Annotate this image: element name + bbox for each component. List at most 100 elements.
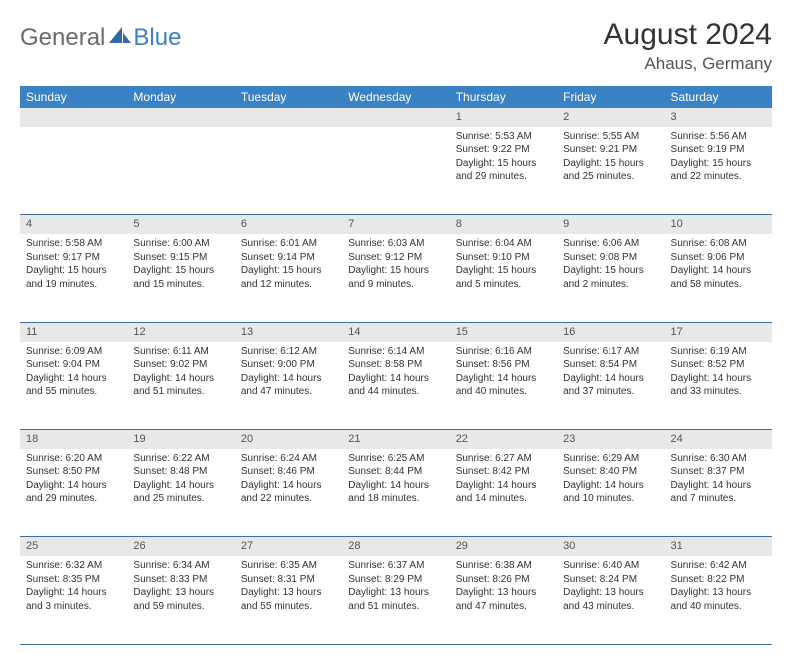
sunset-line: Sunset: 9:08 PM <box>563 251 658 265</box>
day-number-cell: 12 <box>127 322 234 341</box>
month-title: August 2024 <box>604 18 772 52</box>
daylight-line: Daylight: 14 hours and 18 minutes. <box>348 479 443 506</box>
day-content-row: Sunrise: 6:09 AMSunset: 9:04 PMDaylight:… <box>20 342 772 430</box>
daylight-line: Daylight: 14 hours and 10 minutes. <box>563 479 658 506</box>
day-cell: Sunrise: 5:53 AMSunset: 9:22 PMDaylight:… <box>450 127 557 215</box>
day-number-cell: 29 <box>450 537 557 556</box>
day-cell: Sunrise: 6:17 AMSunset: 8:54 PMDaylight:… <box>557 342 664 430</box>
daylight-line: Daylight: 14 hours and 29 minutes. <box>26 479 121 506</box>
daylight-line: Daylight: 13 hours and 40 minutes. <box>671 586 766 613</box>
day-content-row: Sunrise: 5:58 AMSunset: 9:17 PMDaylight:… <box>20 234 772 322</box>
daylight-line: Daylight: 13 hours and 51 minutes. <box>348 586 443 613</box>
day-number-cell: 23 <box>557 430 664 449</box>
sunrise-line: Sunrise: 6:03 AM <box>348 237 443 251</box>
daylight-line: Daylight: 13 hours and 59 minutes. <box>133 586 228 613</box>
sunrise-line: Sunrise: 6:42 AM <box>671 559 766 573</box>
sunrise-line: Sunrise: 6:17 AM <box>563 345 658 359</box>
day-cell: Sunrise: 6:00 AMSunset: 9:15 PMDaylight:… <box>127 234 234 322</box>
day-number-cell: 10 <box>665 215 772 234</box>
day-number-cell: 7 <box>342 215 449 234</box>
sunrise-line: Sunrise: 6:16 AM <box>456 345 551 359</box>
sunrise-line: Sunrise: 6:11 AM <box>133 345 228 359</box>
day-number-cell: 28 <box>342 537 449 556</box>
day-cell: Sunrise: 6:04 AMSunset: 9:10 PMDaylight:… <box>450 234 557 322</box>
title-block: August 2024 Ahaus, Germany <box>604 18 772 74</box>
day-cell: Sunrise: 6:35 AMSunset: 8:31 PMDaylight:… <box>235 556 342 644</box>
sunrise-line: Sunrise: 6:30 AM <box>671 452 766 466</box>
brand-sail-icon <box>109 26 131 49</box>
sunrise-line: Sunrise: 6:01 AM <box>241 237 336 251</box>
daylight-line: Daylight: 14 hours and 47 minutes. <box>241 372 336 399</box>
day-cell: Sunrise: 6:38 AMSunset: 8:26 PMDaylight:… <box>450 556 557 644</box>
day-header: Thursday <box>450 86 557 108</box>
day-number-cell: 13 <box>235 322 342 341</box>
day-number-cell <box>342 108 449 127</box>
day-number-row: 45678910 <box>20 215 772 234</box>
daylight-line: Daylight: 15 hours and 15 minutes. <box>133 264 228 291</box>
daylight-line: Daylight: 14 hours and 14 minutes. <box>456 479 551 506</box>
day-header: Wednesday <box>342 86 449 108</box>
sunset-line: Sunset: 9:21 PM <box>563 143 658 157</box>
daylight-line: Daylight: 14 hours and 55 minutes. <box>26 372 121 399</box>
day-header: Monday <box>127 86 234 108</box>
sunrise-line: Sunrise: 6:19 AM <box>671 345 766 359</box>
day-cell: Sunrise: 6:19 AMSunset: 8:52 PMDaylight:… <box>665 342 772 430</box>
sunrise-line: Sunrise: 6:20 AM <box>26 452 121 466</box>
daylight-line: Daylight: 14 hours and 40 minutes. <box>456 372 551 399</box>
daylight-line: Daylight: 15 hours and 5 minutes. <box>456 264 551 291</box>
sunrise-line: Sunrise: 6:38 AM <box>456 559 551 573</box>
day-cell: Sunrise: 6:42 AMSunset: 8:22 PMDaylight:… <box>665 556 772 644</box>
daylight-line: Daylight: 13 hours and 47 minutes. <box>456 586 551 613</box>
day-number-cell: 3 <box>665 108 772 127</box>
sunrise-line: Sunrise: 6:34 AM <box>133 559 228 573</box>
day-cell: Sunrise: 6:40 AMSunset: 8:24 PMDaylight:… <box>557 556 664 644</box>
day-cell: Sunrise: 6:01 AMSunset: 9:14 PMDaylight:… <box>235 234 342 322</box>
day-content-row: Sunrise: 6:32 AMSunset: 8:35 PMDaylight:… <box>20 556 772 644</box>
sunrise-line: Sunrise: 6:00 AM <box>133 237 228 251</box>
sunrise-line: Sunrise: 6:22 AM <box>133 452 228 466</box>
day-number-cell: 20 <box>235 430 342 449</box>
day-number-cell <box>235 108 342 127</box>
sunset-line: Sunset: 8:54 PM <box>563 358 658 372</box>
day-number-cell: 2 <box>557 108 664 127</box>
daylight-line: Daylight: 15 hours and 19 minutes. <box>26 264 121 291</box>
sunset-line: Sunset: 9:17 PM <box>26 251 121 265</box>
day-number-cell: 14 <box>342 322 449 341</box>
day-number-cell: 24 <box>665 430 772 449</box>
day-cell: Sunrise: 5:55 AMSunset: 9:21 PMDaylight:… <box>557 127 664 215</box>
sunset-line: Sunset: 9:06 PM <box>671 251 766 265</box>
brand-logo: General Blue <box>20 24 181 52</box>
day-cell: Sunrise: 6:03 AMSunset: 9:12 PMDaylight:… <box>342 234 449 322</box>
day-number-cell: 17 <box>665 322 772 341</box>
day-number-cell: 31 <box>665 537 772 556</box>
day-cell: Sunrise: 6:29 AMSunset: 8:40 PMDaylight:… <box>557 449 664 537</box>
day-cell: Sunrise: 6:30 AMSunset: 8:37 PMDaylight:… <box>665 449 772 537</box>
daylight-line: Daylight: 15 hours and 29 minutes. <box>456 157 551 184</box>
day-content-row: Sunrise: 6:20 AMSunset: 8:50 PMDaylight:… <box>20 449 772 537</box>
sunrise-line: Sunrise: 5:56 AM <box>671 130 766 144</box>
day-cell: Sunrise: 6:24 AMSunset: 8:46 PMDaylight:… <box>235 449 342 537</box>
sunset-line: Sunset: 9:19 PM <box>671 143 766 157</box>
day-number-cell: 30 <box>557 537 664 556</box>
sunset-line: Sunset: 8:31 PM <box>241 573 336 587</box>
sunset-line: Sunset: 9:14 PM <box>241 251 336 265</box>
day-number-cell: 22 <box>450 430 557 449</box>
daylight-line: Daylight: 14 hours and 58 minutes. <box>671 264 766 291</box>
day-cell: Sunrise: 6:16 AMSunset: 8:56 PMDaylight:… <box>450 342 557 430</box>
day-cell <box>235 127 342 215</box>
day-number-cell: 19 <box>127 430 234 449</box>
day-number-row: 25262728293031 <box>20 537 772 556</box>
sunset-line: Sunset: 8:42 PM <box>456 465 551 479</box>
day-cell: Sunrise: 6:14 AMSunset: 8:58 PMDaylight:… <box>342 342 449 430</box>
sunrise-line: Sunrise: 6:29 AM <box>563 452 658 466</box>
sunset-line: Sunset: 8:29 PM <box>348 573 443 587</box>
day-cell: Sunrise: 6:34 AMSunset: 8:33 PMDaylight:… <box>127 556 234 644</box>
day-number-cell: 16 <box>557 322 664 341</box>
day-number-row: 11121314151617 <box>20 322 772 341</box>
sunrise-line: Sunrise: 6:14 AM <box>348 345 443 359</box>
calendar-header-row: SundayMondayTuesdayWednesdayThursdayFrid… <box>20 86 772 108</box>
day-number-cell: 11 <box>20 322 127 341</box>
sunset-line: Sunset: 8:44 PM <box>348 465 443 479</box>
daylight-line: Daylight: 15 hours and 25 minutes. <box>563 157 658 184</box>
day-number-cell: 5 <box>127 215 234 234</box>
